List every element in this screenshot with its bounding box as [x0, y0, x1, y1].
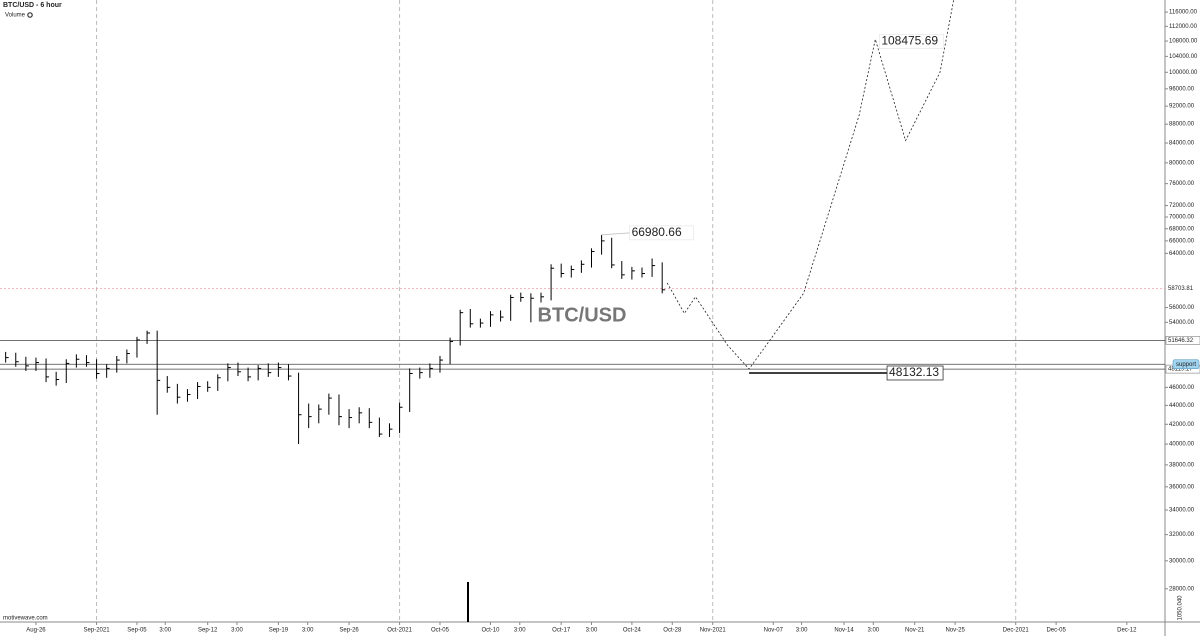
chart-title: BTC/USD - 6 hour: [3, 2, 62, 9]
y-tick-label: 68000.00: [1169, 226, 1195, 232]
x-tick-label: Sep-12: [198, 628, 218, 634]
y-tick-label: 42000.00: [1169, 422, 1195, 428]
y-tick-label: 112000.00: [1169, 24, 1198, 30]
x-tick-label: Sep-19: [269, 628, 289, 634]
y-tick-label: 38000.00: [1169, 462, 1195, 468]
y-tick-label: 54000.00: [1169, 320, 1195, 326]
x-tick-label: 3:00: [586, 628, 598, 634]
x-tick-label: Sep-05: [127, 628, 147, 634]
x-tick-label: 3:00: [796, 628, 808, 634]
y-tick-label: 30000.00: [1169, 558, 1195, 564]
y-tick-label: 36000.00: [1169, 484, 1195, 490]
price-line-tag: [1165, 336, 1200, 345]
price-line-label: 48119.17: [1168, 367, 1193, 373]
y-tick-label: 76000.00: [1169, 181, 1195, 187]
y-tick-label: 64000.00: [1169, 251, 1195, 257]
x-tick-label: Oct-17: [552, 628, 571, 634]
y-tick-label: 88000.00: [1169, 122, 1195, 128]
y-tick-label: 32000.00: [1169, 532, 1195, 538]
y-tick-label: 44000.00: [1169, 403, 1195, 409]
y-tick-label: 66000.00: [1169, 238, 1195, 244]
volume-bar: [467, 582, 469, 622]
x-tick-label: Dec-12: [1117, 628, 1137, 634]
support-tag: [1172, 359, 1200, 369]
annotation-box: [629, 225, 694, 241]
y-tick-label: 46000.00: [1169, 385, 1195, 391]
x-tick-label: Sep-2021: [84, 628, 111, 634]
y-tick-label: 72000.00: [1169, 203, 1195, 209]
footer: motivewave.com: [3, 616, 48, 622]
annotation-box: [879, 34, 944, 49]
x-tick-label: 3:00: [514, 628, 526, 634]
x-tick-label: 3:00: [302, 628, 314, 634]
current-price-label: 58703.81: [1168, 286, 1194, 292]
x-tick-label: Nov-14: [834, 628, 854, 634]
annotation-box: [886, 365, 944, 381]
y-tick-label: 116000.00: [1169, 10, 1198, 16]
y-tick-label: 84000.00: [1169, 141, 1195, 147]
x-tick-label: 3:00: [867, 628, 879, 634]
annotation-label: 48132.13: [889, 365, 939, 379]
x-tick-label: Dec-2021: [1003, 628, 1030, 634]
plot-area: [0, 0, 1165, 622]
x-tick-label: Oct-05: [431, 628, 450, 634]
annotation-label: 66980.66: [632, 225, 682, 239]
support-label: support: [1176, 362, 1196, 368]
volume-label: Volume: [5, 13, 26, 19]
y-tick-label: 56000.00: [1169, 305, 1195, 311]
x-tick-label: Nov-2021: [700, 628, 727, 634]
settings-icon[interactable]: [27, 12, 33, 18]
x-tick-label: Nov-25: [945, 628, 965, 634]
x-tick-label: 3:00: [231, 628, 243, 634]
x-tick-label: Oct-28: [663, 628, 682, 634]
annotation-leader: [601, 232, 630, 236]
y-tick-label: 34000.00: [1169, 508, 1195, 514]
x-tick-label: Oct-24: [623, 628, 642, 634]
x-tick-label: Oct-2021: [387, 628, 412, 634]
y-tick-label: 104000.00: [1169, 54, 1198, 60]
y-tick-label: 100000.00: [1169, 70, 1198, 76]
watermark: BTC/USD: [538, 304, 627, 326]
y-tick-label: 70000.00: [1169, 215, 1195, 221]
x-tick-label: 3:00: [159, 628, 171, 634]
y-tick-label: 80000.00: [1169, 160, 1195, 166]
x-tick-label: Dec-05: [1046, 628, 1066, 634]
x-tick-label: Nov-07: [764, 628, 784, 634]
x-tick-label: Oct-10: [481, 628, 500, 634]
price-line-label: 51646.32: [1168, 338, 1194, 344]
projection-path: [666, 0, 955, 370]
y-tick-label: 40000.00: [1169, 442, 1195, 448]
y-tick-label: 108000.00: [1169, 39, 1198, 45]
x-tick-label: Aug-26: [26, 628, 46, 634]
volume-axis-label: 1050.040: [1178, 595, 1184, 621]
y-tick-label: 92000.00: [1169, 104, 1195, 110]
x-tick-label: Nov-21: [905, 628, 925, 634]
y-tick-label: 28000.00: [1169, 586, 1195, 592]
x-tick-label: Sep-26: [339, 628, 359, 634]
y-tick-label: 96000.00: [1169, 86, 1195, 92]
annotation-label: 108475.69: [881, 33, 938, 47]
